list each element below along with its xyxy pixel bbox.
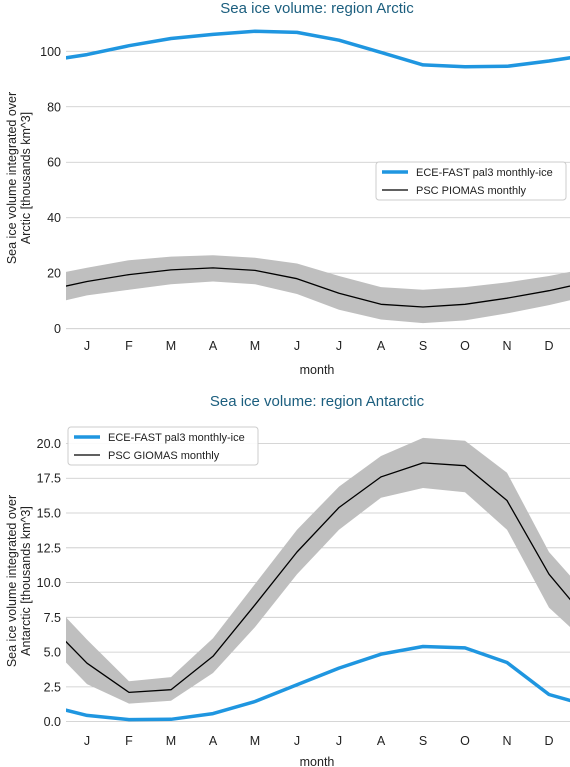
antarctic-legend: ECE-FAST pal3 monthly-ice PSC GIOMAS mont… xyxy=(67,426,259,466)
antarctic-x-tick-label: J xyxy=(294,734,300,748)
antarctic-panel: Sea ice volume: region Antarctic month 0… xyxy=(5,393,570,767)
arctic-series-line-reference xyxy=(66,267,570,308)
antarctic-x-tick-label: N xyxy=(502,734,511,748)
arctic-y-tick-label: 40 xyxy=(47,211,61,225)
antarctic-chart-title: Sea ice volume: region Antarctic xyxy=(210,393,425,410)
arctic-x-tick-label: S xyxy=(419,339,427,353)
antarctic-x-tick-label: A xyxy=(377,734,386,748)
arctic-y-axis-label: Sea ice volume integrated overArctic [th… xyxy=(5,92,33,264)
antarctic-y-tick-label: 10.0 xyxy=(37,576,61,590)
arctic-y-tick-label: 80 xyxy=(47,100,61,114)
arctic-legend-label: ECE-FAST pal3 monthly-ice xyxy=(416,167,553,179)
antarctic-x-tick-label: A xyxy=(209,734,218,748)
arctic-x-tick-label: M xyxy=(166,339,176,353)
antarctic-y-tick-label: 17.5 xyxy=(37,472,61,486)
arctic-x-tick-label: A xyxy=(377,339,386,353)
arctic-legend: ECE-FAST pal3 monthly-ice PSC PIOMAS mont… xyxy=(375,161,567,201)
antarctic-x-tick-label: J xyxy=(336,734,342,748)
arctic-y-tick-label: 0 xyxy=(54,322,61,336)
antarctic-y-tick-label: 5.0 xyxy=(44,646,61,660)
arctic-x-tick-label: N xyxy=(502,339,511,353)
antarctic-series-line-reference xyxy=(66,462,570,694)
antarctic-x-tick-label: O xyxy=(460,734,470,748)
arctic-y-tick-label: 100 xyxy=(40,45,61,59)
antarctic-x-axis-label: month xyxy=(300,755,335,767)
antarctic-uncertainty-band xyxy=(66,437,570,704)
arctic-x-tick-label: F xyxy=(125,339,133,353)
arctic-chart-title: Sea ice volume: region Arctic xyxy=(220,0,414,17)
arctic-legend-label: PSC PIOMAS monthly xyxy=(416,185,527,197)
antarctic-series-line-model xyxy=(66,644,570,722)
arctic-x-tick-label: J xyxy=(336,339,342,353)
antarctic-legend-label: ECE-FAST pal3 monthly-ice xyxy=(108,432,245,444)
arctic-x-tick-label: D xyxy=(544,339,553,353)
antarctic-x-tick-label: F xyxy=(125,734,133,748)
arctic-x-tick-label: J xyxy=(294,339,300,353)
arctic-x-tick-label: O xyxy=(460,339,470,353)
antarctic-y-tick-label: 15.0 xyxy=(37,507,61,521)
arctic-y-tick-label: 60 xyxy=(47,156,61,170)
antarctic-legend-box xyxy=(67,426,259,466)
antarctic-y-axis-label: Sea ice volume integrated overAntarctic … xyxy=(5,495,33,667)
antarctic-y-tick-label: 2.5 xyxy=(44,680,61,694)
antarctic-y-tick-label: 7.5 xyxy=(44,611,61,625)
antarctic-y-tick-label: 20.0 xyxy=(37,437,61,451)
arctic-y-tick-label: 20 xyxy=(47,267,61,281)
antarctic-x-tick-label: D xyxy=(544,734,553,748)
arctic-x-tick-label: J xyxy=(84,339,90,353)
arctic-x-tick-label: A xyxy=(209,339,218,353)
arctic-panel: Sea ice volume: region Arctic month 0 20 4… xyxy=(5,0,570,377)
antarctic-y-tick-label: 0.0 xyxy=(44,715,61,729)
arctic-legend-box xyxy=(375,161,567,201)
antarctic-legend-label: PSC GIOMAS monthly xyxy=(108,450,220,462)
arctic-x-axis-label: month xyxy=(300,363,335,377)
arctic-x-tick-label: M xyxy=(250,339,260,353)
arctic-uncertainty-band xyxy=(66,255,570,324)
antarctic-y-tick-label: 12.5 xyxy=(37,541,61,555)
antarctic-x-tick-label: S xyxy=(419,734,427,748)
arctic-series-line-model xyxy=(66,29,570,69)
antarctic-x-tick-label: M xyxy=(250,734,260,748)
antarctic-x-tick-label: M xyxy=(166,734,176,748)
antarctic-x-tick-label: J xyxy=(84,734,90,748)
